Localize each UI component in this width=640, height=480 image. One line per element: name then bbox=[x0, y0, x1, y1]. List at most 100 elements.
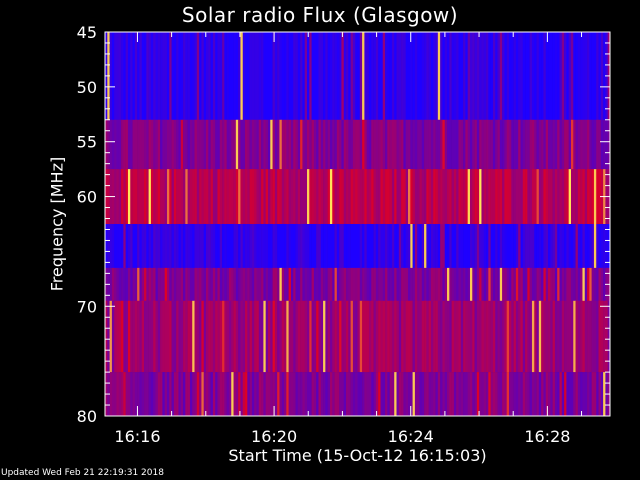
heatmap-cell bbox=[355, 169, 358, 225]
heatmap-cell bbox=[389, 372, 393, 417]
heatmap-cell bbox=[598, 267, 602, 302]
heatmap-cell bbox=[311, 169, 315, 225]
heatmap-cell bbox=[224, 32, 227, 121]
heatmap-cell bbox=[350, 224, 354, 269]
heatmap-cell bbox=[203, 224, 207, 269]
heatmap-cell bbox=[410, 169, 413, 225]
heatmap-cell bbox=[591, 300, 595, 373]
heatmap-cell bbox=[309, 267, 312, 302]
heatmap-cell bbox=[201, 300, 205, 373]
heatmap-cell bbox=[341, 372, 345, 417]
heatmap-cell bbox=[428, 267, 432, 302]
heatmap-cell bbox=[166, 372, 170, 417]
heatmap-cell bbox=[233, 267, 237, 302]
heatmap-cell bbox=[323, 267, 326, 302]
heatmap-cell bbox=[531, 169, 535, 225]
heatmap-cell bbox=[240, 224, 244, 269]
heatmap-cell bbox=[320, 372, 324, 417]
heatmap-cell bbox=[240, 32, 244, 121]
heatmap-cell bbox=[162, 372, 165, 417]
heatmap-cell bbox=[550, 372, 553, 417]
heatmap-cell bbox=[483, 372, 487, 417]
y-tick-label: 55 bbox=[77, 133, 97, 152]
heatmap-cell bbox=[483, 32, 487, 121]
heatmap-cell bbox=[513, 224, 517, 269]
heatmap-cell bbox=[589, 372, 592, 417]
heatmap-cell bbox=[502, 119, 505, 170]
heatmap-cell bbox=[467, 32, 471, 121]
heatmap-cell bbox=[394, 267, 397, 302]
heatmap-cell bbox=[127, 169, 131, 225]
heatmap-cell bbox=[194, 32, 198, 121]
heatmap-cell bbox=[139, 169, 143, 225]
heatmap-cell bbox=[203, 372, 207, 417]
heatmap-cell bbox=[509, 119, 512, 170]
heatmap-cell bbox=[212, 300, 216, 373]
heatmap-cell bbox=[180, 300, 184, 373]
heatmap-cell bbox=[160, 32, 163, 121]
heatmap-cell bbox=[385, 267, 388, 302]
heatmap-cell bbox=[173, 169, 177, 225]
heatmap-cell bbox=[247, 169, 250, 225]
heatmap-cell bbox=[424, 32, 427, 121]
heatmap-cell bbox=[373, 224, 377, 269]
heatmap-cell bbox=[123, 169, 126, 225]
heatmap-cell bbox=[295, 372, 299, 417]
heatmap-cell bbox=[481, 32, 485, 121]
heatmap-cell bbox=[552, 169, 556, 225]
heatmap-cell bbox=[531, 267, 535, 302]
heatmap-cell bbox=[564, 300, 567, 373]
heatmap-cell bbox=[226, 119, 230, 170]
heatmap-cell bbox=[437, 372, 441, 417]
heatmap-cell bbox=[580, 119, 583, 170]
heatmap-cell bbox=[178, 300, 182, 373]
heatmap-cell bbox=[325, 224, 328, 269]
heatmap-cell bbox=[176, 32, 179, 121]
heatmap-cell bbox=[522, 119, 526, 170]
heatmap-cell bbox=[304, 119, 308, 170]
heatmap-cell bbox=[371, 119, 374, 170]
heatmap-cell bbox=[600, 32, 604, 121]
heatmap-cell bbox=[587, 267, 590, 302]
heatmap-cell bbox=[295, 224, 299, 269]
heatmap-cell bbox=[144, 32, 147, 121]
heatmap-cell bbox=[490, 267, 494, 302]
heatmap-cell bbox=[357, 119, 361, 170]
heatmap-cell bbox=[568, 119, 572, 170]
heatmap-cell bbox=[274, 119, 278, 170]
heatmap-cell bbox=[469, 372, 473, 417]
heatmap-cell bbox=[339, 119, 342, 170]
heatmap-cell bbox=[414, 372, 418, 417]
heatmap-cell bbox=[279, 224, 283, 269]
heatmap-cell bbox=[495, 224, 498, 269]
heatmap-cell bbox=[426, 32, 429, 121]
heatmap-cell bbox=[109, 300, 113, 373]
heatmap-cell bbox=[171, 372, 175, 417]
heatmap-cell bbox=[256, 300, 260, 373]
heatmap-cell bbox=[320, 119, 324, 170]
heatmap-cell bbox=[242, 372, 246, 417]
heatmap-cell bbox=[529, 119, 533, 170]
heatmap-cell bbox=[336, 169, 340, 225]
heatmap-cell bbox=[121, 119, 124, 170]
heatmap-cell bbox=[497, 32, 501, 121]
heatmap-cell bbox=[118, 32, 122, 121]
heatmap-cell bbox=[513, 32, 517, 121]
heatmap-cell bbox=[531, 32, 535, 121]
heatmap-cell bbox=[206, 267, 209, 302]
heatmap-cell bbox=[332, 372, 335, 417]
heatmap-cell bbox=[228, 119, 232, 170]
heatmap-cell bbox=[323, 32, 326, 121]
heatmap-cell bbox=[329, 119, 333, 170]
heatmap-cell bbox=[548, 300, 551, 373]
heatmap-cell bbox=[189, 119, 193, 170]
heatmap-cell bbox=[531, 300, 535, 373]
heatmap-cell bbox=[593, 300, 597, 373]
heatmap-cell bbox=[495, 372, 498, 417]
heatmap-cell bbox=[231, 372, 234, 417]
x-axis: 16:16 16:20 16:24 16:28 bbox=[114, 32, 583, 446]
heatmap-cell bbox=[398, 300, 402, 373]
heatmap-cell bbox=[541, 169, 544, 225]
heatmap-cell bbox=[541, 224, 544, 269]
heatmap-cell bbox=[295, 300, 299, 373]
